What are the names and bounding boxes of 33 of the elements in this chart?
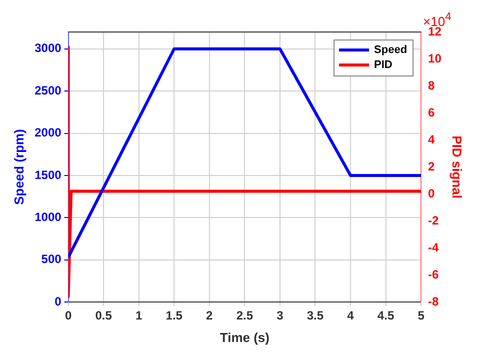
y-tick-label: 500: [41, 252, 62, 266]
y2-tick-label: -8: [428, 294, 440, 308]
x-tick-label: 5: [418, 308, 425, 323]
x-tick-label: 1: [136, 308, 143, 323]
y-axis-title: Speed (rpm): [11, 129, 26, 205]
y2-axis-title: PID signal: [450, 136, 465, 198]
y-tick-label: 1500: [34, 168, 62, 182]
x-tick-label: 4.5: [377, 308, 394, 323]
y2-tick-label: 8: [428, 78, 436, 92]
y-tick-label: 2500: [34, 83, 62, 98]
y2-tick-label: 10: [428, 51, 442, 66]
y-tick-label: 1000: [34, 210, 62, 224]
y2-tick-label: 0: [428, 186, 436, 200]
y2-tick-label: -2: [428, 213, 440, 228]
y2-tick-label: -4: [428, 240, 440, 254]
y2-tick-label: 2: [428, 159, 436, 174]
x-tick-label: 2.5: [236, 308, 254, 323]
y-tick-label: 2000: [34, 126, 62, 140]
x-axis-title: Time (s): [220, 330, 270, 345]
y2-tick-label: 4: [428, 132, 436, 146]
y-tick-label: 0: [54, 294, 62, 308]
x-tick-label: 2: [206, 308, 214, 323]
x-tick-label: 3.5: [306, 308, 324, 323]
x-tick-label: 1.5: [166, 308, 183, 323]
x-tick-label: 4: [347, 308, 354, 323]
y-tick-label: 3000: [34, 41, 62, 56]
y2-tick-label: -6: [428, 267, 440, 282]
legend-label: Speed: [374, 44, 408, 56]
x-tick-label: 0.5: [95, 308, 112, 323]
legend-label: PID: [374, 59, 392, 72]
y2-tick-label: 6: [428, 105, 436, 120]
x-tick-label: 3: [276, 308, 284, 323]
x-tick-label: 0: [64, 308, 72, 323]
